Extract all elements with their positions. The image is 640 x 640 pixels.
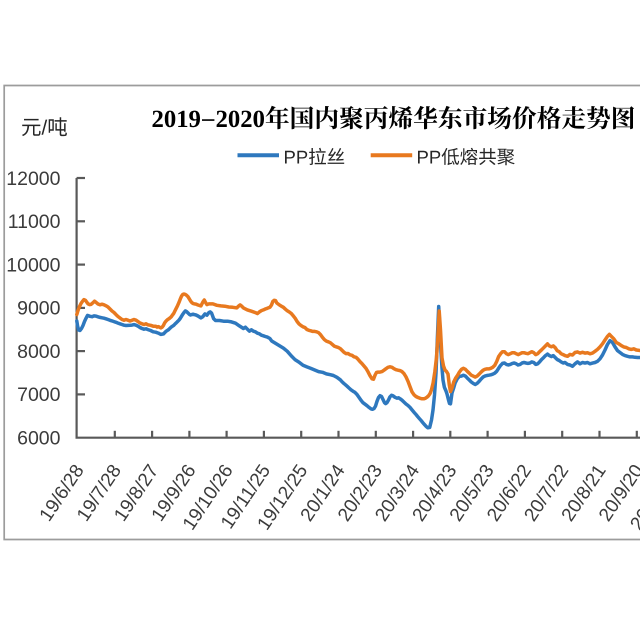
- svg-text:9000: 9000: [17, 298, 61, 320]
- svg-text:10000: 10000: [6, 254, 60, 276]
- svg-text:8000: 8000: [17, 341, 61, 363]
- svg-text:12000: 12000: [6, 168, 60, 190]
- svg-text:6000: 6000: [17, 428, 61, 450]
- svg-text:7000: 7000: [17, 384, 61, 406]
- svg-text:11000: 11000: [8, 211, 61, 233]
